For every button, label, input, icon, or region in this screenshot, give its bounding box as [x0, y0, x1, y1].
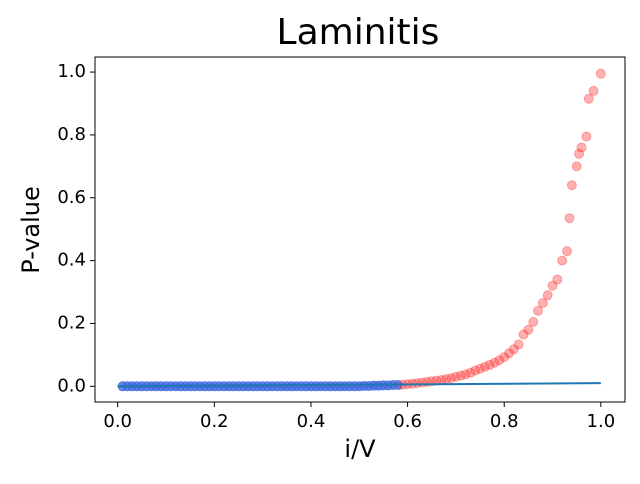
point: [412, 378, 423, 389]
point: [581, 131, 592, 142]
point: [533, 305, 544, 316]
point: [557, 255, 568, 266]
y-tick-label: 0.6: [57, 187, 86, 208]
x-axis-label: i/V: [344, 435, 376, 463]
point: [566, 180, 577, 191]
point: [547, 280, 558, 291]
y-tick-label: 0.0: [57, 375, 86, 396]
point: [576, 142, 587, 153]
x-tick-label: 0.6: [393, 411, 422, 432]
point: [455, 370, 466, 381]
point: [446, 373, 457, 384]
point: [564, 213, 575, 224]
point: [523, 324, 534, 335]
point: [595, 68, 606, 79]
plot-frame: [94, 56, 626, 403]
point: [475, 363, 486, 374]
point: [552, 274, 563, 285]
point: [583, 93, 594, 104]
point: [494, 355, 505, 366]
point: [489, 357, 500, 368]
x-tick-label: 0.8: [490, 411, 519, 432]
threshold-line: [117, 382, 601, 388]
point: [499, 352, 510, 363]
point: [460, 369, 471, 380]
point: [574, 148, 585, 159]
x-tick-label: 0.2: [200, 411, 229, 432]
x-tick-label: 0.4: [297, 411, 326, 432]
point: [588, 85, 599, 96]
point: [484, 359, 495, 370]
point: [465, 367, 476, 378]
y-tick-label: 0.4: [57, 250, 86, 271]
y-tick-label: 0.8: [57, 124, 86, 145]
y-axis-label: P-value: [17, 186, 45, 274]
point: [528, 316, 539, 327]
point: [513, 339, 524, 350]
point: [508, 344, 519, 355]
point: [504, 348, 515, 359]
chart-title: Laminitis: [277, 12, 440, 53]
point: [470, 365, 481, 376]
point: [562, 246, 573, 257]
y-tick-label: 0.2: [57, 312, 86, 333]
point: [542, 290, 553, 301]
x-tick-label: 1.0: [587, 411, 616, 432]
point: [479, 361, 490, 372]
x-tick-label: 0.0: [103, 411, 132, 432]
point: [450, 371, 461, 382]
point: [518, 329, 529, 340]
y-tick-label: 1.0: [57, 61, 86, 82]
point: [571, 161, 582, 172]
point: [537, 298, 548, 309]
